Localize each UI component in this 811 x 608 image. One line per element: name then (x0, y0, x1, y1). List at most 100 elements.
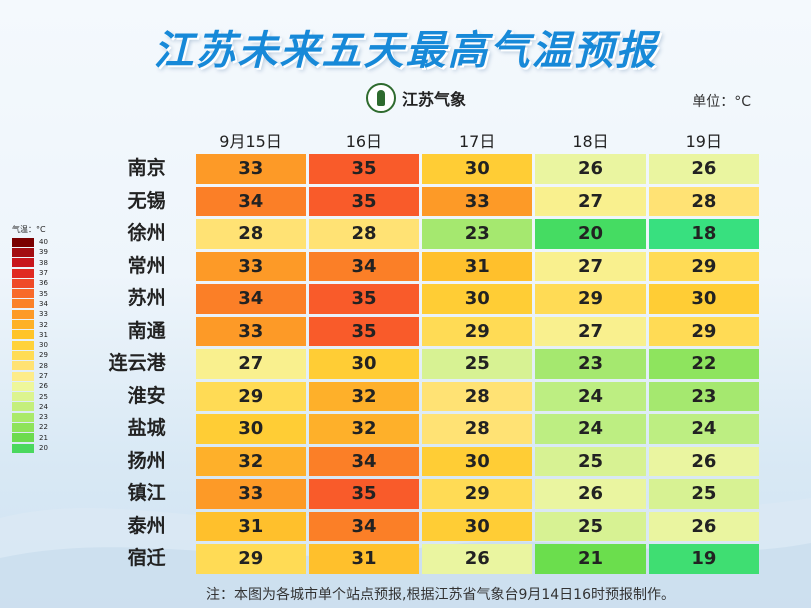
legend-swatch (12, 422, 34, 432)
date-header: 18日 (572, 132, 609, 151)
legend-item: 32 (12, 319, 48, 330)
table-row: 徐州 28 28 23 20 18 (100, 219, 762, 249)
legend-swatch (12, 309, 34, 319)
temperature-cell: 30 (195, 414, 306, 444)
temperature-cell: 29 (648, 316, 759, 346)
table-row: 南京 33 35 30 26 26 (100, 154, 762, 184)
temperature-cell: 27 (195, 349, 306, 379)
legend-swatch (12, 330, 34, 340)
legend-item: 21 (12, 433, 48, 443)
legend-label: 34 (39, 299, 48, 308)
city-name: 连云港 (108, 352, 166, 374)
legend-label: 20 (39, 444, 48, 453)
temperature-cell: 29 (195, 381, 306, 411)
legend-items: 40 39 38 37 36 35 34 33 32 31 30 29 28 27 26 25 24 23 22 21… (12, 237, 48, 453)
temperature-cell: 34 (308, 251, 420, 281)
temperature-cell: 29 (195, 544, 306, 574)
table-row: 盐城 30 32 28 24 24 (100, 414, 762, 444)
legend-item: 24 (12, 402, 48, 412)
legend-swatch (12, 247, 34, 257)
temperature-cell: 33 (195, 251, 306, 281)
legend-swatch (12, 299, 34, 309)
date-header-row: 9月15日 16日 17日 18日 19日 (100, 130, 762, 154)
legend-swatch (12, 433, 34, 443)
legend-label: 38 (39, 258, 48, 267)
date-header: 16日 (345, 132, 383, 151)
temperature-cell: 31 (308, 544, 420, 574)
temperature-cell: 27 (535, 251, 646, 281)
temperature-cell: 21 (535, 544, 646, 574)
date-header: 17日 (459, 132, 496, 151)
temperature-cell: 30 (422, 284, 533, 314)
legend-swatch (12, 340, 34, 350)
temperature-cell: 28 (195, 219, 306, 249)
legend-swatch (12, 320, 34, 330)
temperature-cell: 29 (422, 479, 533, 509)
logo-text: 江苏气象 (402, 90, 467, 109)
temperature-cell: 34 (308, 511, 420, 541)
legend-item: 27 (12, 371, 48, 381)
temperature-cell: 26 (535, 154, 646, 184)
legend-label: 21 (39, 433, 48, 442)
header-corner (100, 130, 195, 154)
legend-swatch (12, 402, 34, 412)
legend-item: 31 (12, 330, 48, 340)
legend-swatch (12, 371, 34, 381)
table-body: 南京 33 35 30 26 26 无锡 34 35 33 27 28 徐州 28 28 23 20 18 常州 33… (100, 154, 762, 574)
legend-swatch (12, 278, 34, 288)
date-header: 9月15日 (219, 132, 282, 151)
temperature-cell: 24 (535, 414, 646, 444)
temperature-cell: 20 (535, 219, 646, 249)
temperature-cell: 24 (648, 414, 759, 444)
legend-item: 34 (12, 299, 48, 309)
temperature-cell: 33 (195, 479, 306, 509)
temperature-cell: 26 (648, 154, 759, 184)
legend-item: 35 (12, 288, 48, 299)
temperature-cell: 30 (422, 446, 533, 476)
legend-swatch (12, 237, 34, 247)
temperature-cell: 28 (648, 186, 759, 216)
temperature-cell: 35 (308, 479, 420, 509)
legend-item: 25 (12, 391, 48, 402)
legend-label: 24 (39, 402, 48, 411)
legend-label: 35 (39, 289, 48, 298)
temperature-cell: 30 (648, 284, 759, 314)
temperature-cell: 27 (535, 316, 646, 346)
forecast-table: 9月15日 16日 17日 18日 19日 南京 33 35 30 26 26 无锡 34 35… (100, 130, 762, 577)
temperature-cell: 30 (308, 349, 420, 379)
temperature-cell: 35 (308, 316, 420, 346)
table-row: 常州 33 34 31 27 29 (100, 251, 762, 281)
temperature-cell: 35 (308, 154, 420, 184)
logo: 江苏气象 (366, 83, 466, 113)
temperature-cell: 29 (535, 284, 646, 314)
legend-label: 31 (39, 330, 48, 339)
temperature-cell: 23 (535, 349, 646, 379)
legend-item: 40 (12, 237, 48, 247)
city-name: 南京 (127, 157, 166, 179)
temperature-cell: 29 (648, 251, 759, 281)
legend-swatch (12, 443, 34, 453)
table-row: 南通 33 35 29 27 29 (100, 316, 762, 346)
temperature-cell: 33 (422, 186, 533, 216)
temperature-cell: 28 (422, 414, 533, 444)
legend-swatch (12, 381, 34, 391)
temperature-cell: 33 (195, 316, 306, 346)
legend-swatch (12, 258, 34, 268)
table-row: 无锡 34 35 33 27 28 (100, 186, 762, 216)
temperature-cell: 19 (648, 544, 759, 574)
legend-label: 25 (39, 392, 48, 401)
table-row: 淮安 29 32 28 24 23 (100, 381, 762, 411)
temperature-cell: 22 (648, 349, 759, 379)
color-legend: 气温：°C 40 39 38 37 36 35 34 33 32 31 30 29 28 27 26 25 24… (12, 224, 48, 453)
temperature-cell: 33 (195, 154, 306, 184)
weather-logo-icon (366, 83, 396, 113)
city-name: 苏州 (127, 287, 166, 309)
legend-label: 37 (39, 269, 48, 278)
legend-label: 29 (39, 351, 48, 360)
table-row: 泰州 31 34 30 25 26 (100, 511, 762, 541)
city-name: 无锡 (127, 189, 166, 212)
temperature-cell: 28 (422, 381, 533, 411)
table-row: 扬州 32 34 30 25 26 (100, 446, 762, 476)
temperature-cell: 26 (648, 511, 759, 541)
temperature-cell: 32 (195, 446, 306, 476)
